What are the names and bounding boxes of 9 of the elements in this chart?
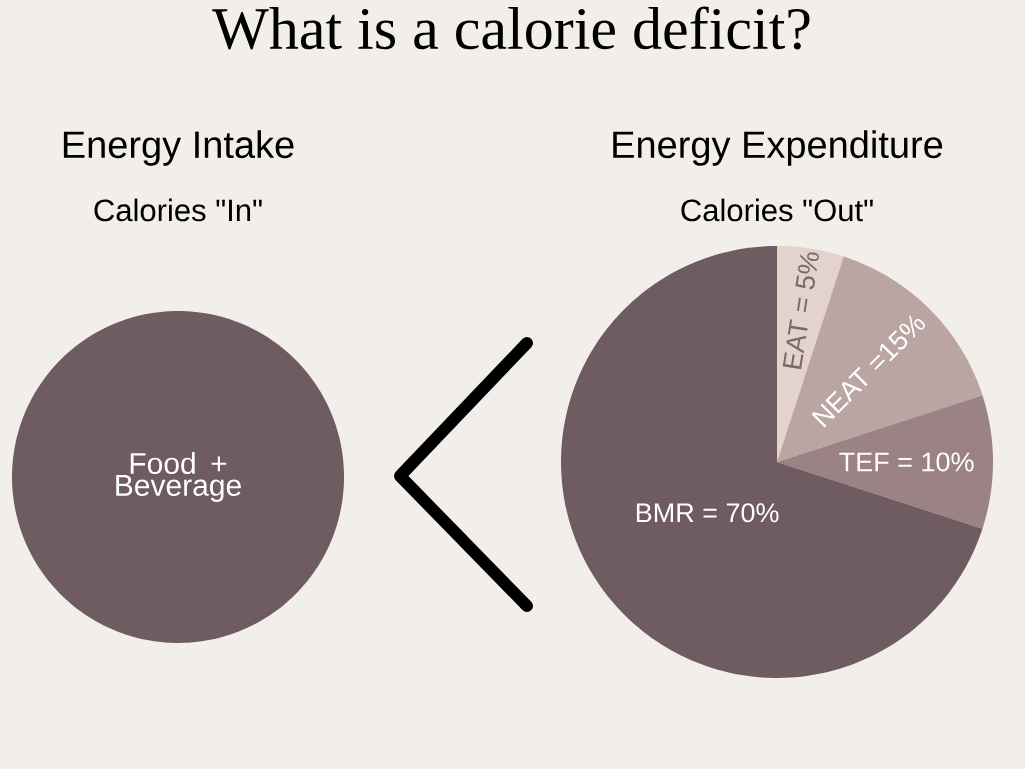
chart-subtitle: Calories "Out" bbox=[681, 198, 873, 222]
slice-label: Food + Beverage bbox=[116, 452, 241, 502]
chart-title: Energy Intake bbox=[63, 130, 294, 166]
chart-title: Energy Expenditure bbox=[613, 130, 943, 166]
text: What is a calorie deficit? bbox=[212, 6, 810, 50]
chart-subtitle: Calories "In" bbox=[94, 198, 262, 222]
slice-label: BMR = 70% bbox=[636, 503, 779, 523]
slice-label: EAT = 5% bbox=[782, 252, 819, 370]
slice-label: TEF = 10% bbox=[839, 452, 974, 472]
